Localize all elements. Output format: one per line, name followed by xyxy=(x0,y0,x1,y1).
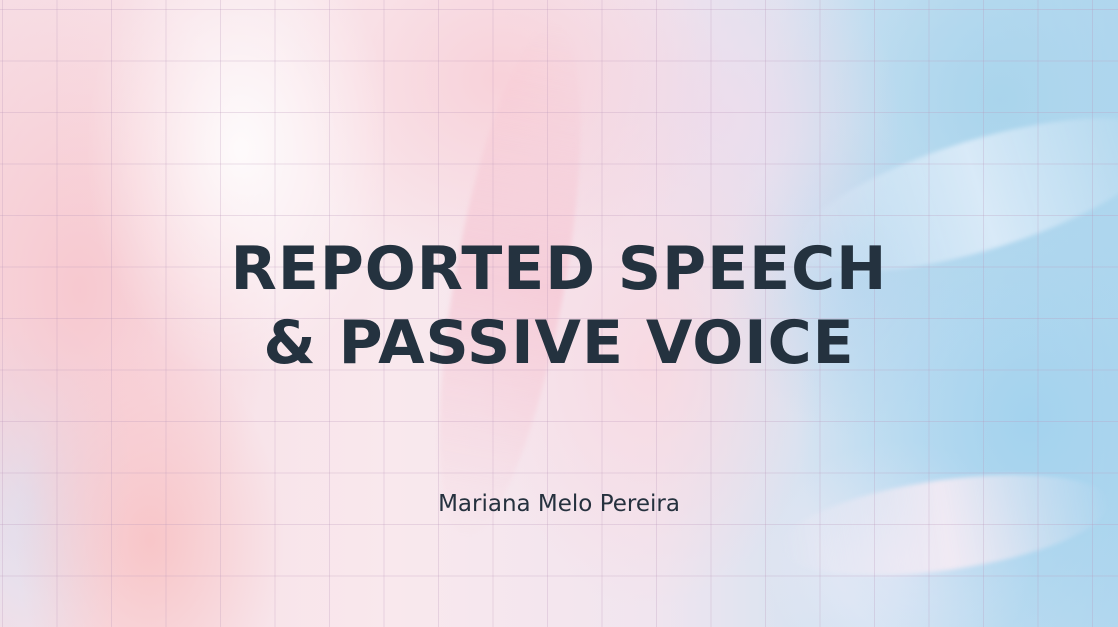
title-line-2: & PASSIVE VOICE xyxy=(263,308,855,378)
title-line-1: REPORTED SPEECH xyxy=(230,234,888,304)
slide-title: REPORTED SPEECH & PASSIVE VOICE xyxy=(0,232,1118,380)
author-name: Mariana Melo Pereira xyxy=(438,491,680,517)
